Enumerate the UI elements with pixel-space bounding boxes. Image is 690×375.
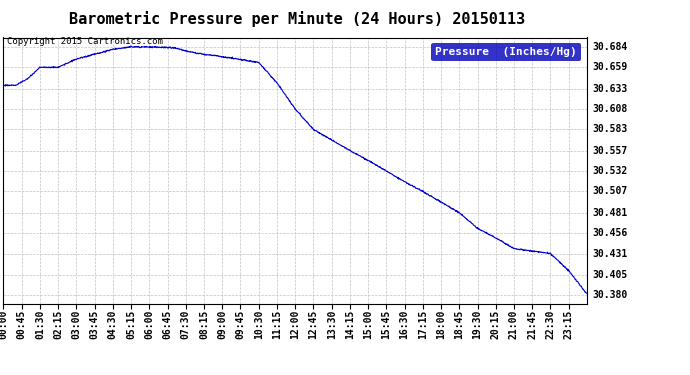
Text: 30.456: 30.456	[592, 228, 627, 238]
Text: 30.583: 30.583	[592, 124, 627, 134]
Legend: Pressure  (Inches/Hg): Pressure (Inches/Hg)	[431, 43, 581, 61]
Text: 30.557: 30.557	[592, 146, 627, 156]
Text: 30.405: 30.405	[592, 270, 627, 280]
Text: 30.481: 30.481	[592, 208, 627, 218]
Text: 30.507: 30.507	[592, 186, 627, 196]
Text: Copyright 2015 Cartronics.com: Copyright 2015 Cartronics.com	[7, 38, 163, 46]
Text: 30.684: 30.684	[592, 42, 627, 52]
Text: 30.608: 30.608	[592, 104, 627, 114]
Text: 30.633: 30.633	[592, 84, 627, 93]
Text: 30.380: 30.380	[592, 290, 627, 300]
Text: 30.659: 30.659	[592, 62, 627, 72]
Text: 30.431: 30.431	[592, 249, 627, 258]
Text: Barometric Pressure per Minute (24 Hours) 20150113: Barometric Pressure per Minute (24 Hours…	[68, 11, 525, 27]
Text: 30.532: 30.532	[592, 166, 627, 176]
